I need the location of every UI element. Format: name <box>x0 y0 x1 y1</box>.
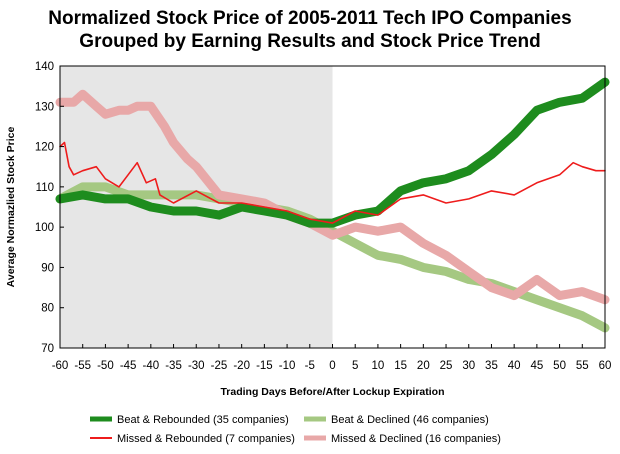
chart-title-line-1: Normalized Stock Price of 2005-2011 Tech… <box>48 8 571 29</box>
y-tick-label: 140 <box>35 61 54 73</box>
x-tick-label: -50 <box>97 360 114 372</box>
x-tick-label: 60 <box>599 360 612 372</box>
x-tick-label: 20 <box>417 360 430 372</box>
series-line-3 <box>59 141 606 224</box>
series-layer <box>55 77 610 333</box>
x-tick-label: 55 <box>576 360 589 372</box>
x-tick-label: 10 <box>372 360 385 372</box>
x-tick-label: 50 <box>553 360 566 372</box>
y-tick-label: 130 <box>35 101 54 113</box>
y-tick-label: 110 <box>36 182 54 194</box>
chart-title-line-2: Grouped by Earning Results and Stock Pri… <box>79 31 540 52</box>
x-tick-label: 40 <box>508 360 521 372</box>
x-tick-label: -45 <box>120 360 137 372</box>
y-tick-label: 80 <box>41 303 54 315</box>
legend-label-4: Missed & Declined (16 companies) <box>331 433 501 445</box>
x-tick-label: -55 <box>74 360 91 372</box>
legend-label-1: Beat & Rebounded (35 companies) <box>117 414 289 426</box>
y-tick-label: 70 <box>41 343 54 355</box>
x-tick-label: 15 <box>394 360 407 372</box>
x-tick-label: -25 <box>211 360 228 372</box>
legend-label-3: Missed & Rebounded (7 companies) <box>117 433 295 445</box>
legend: Beat & Rebounded (35 companies) Beat & De… <box>90 414 501 445</box>
x-tick-label: 45 <box>530 360 543 372</box>
y-axis-label: Average Normazlied Stock Price <box>5 127 17 288</box>
x-tick-label: -40 <box>143 360 160 372</box>
legend-label-2: Beat & Declined (46 companies) <box>331 414 489 426</box>
x-tick-label: 25 <box>440 360 453 372</box>
x-tick-label: 30 <box>462 360 475 372</box>
x-tick-label: 35 <box>485 360 498 372</box>
x-tick-label: 0 <box>329 360 335 372</box>
y-tick-label: 120 <box>35 142 54 154</box>
x-tick-label: 5 <box>352 360 358 372</box>
x-tick-label: -30 <box>188 360 205 372</box>
x-tick-label: -20 <box>233 360 250 372</box>
x-tick-label: -10 <box>279 360 296 372</box>
y-tick-label: 100 <box>35 222 54 234</box>
x-axis-label: Trading Days Before/After Lockup Expirat… <box>220 386 444 398</box>
x-tick-label: -35 <box>165 360 182 372</box>
series-line-4 <box>55 89 610 305</box>
x-tick-label: -15 <box>256 360 273 372</box>
y-tick-label: 90 <box>41 262 54 274</box>
x-tick-label: -5 <box>305 360 315 372</box>
x-tick-label: -60 <box>52 360 69 372</box>
